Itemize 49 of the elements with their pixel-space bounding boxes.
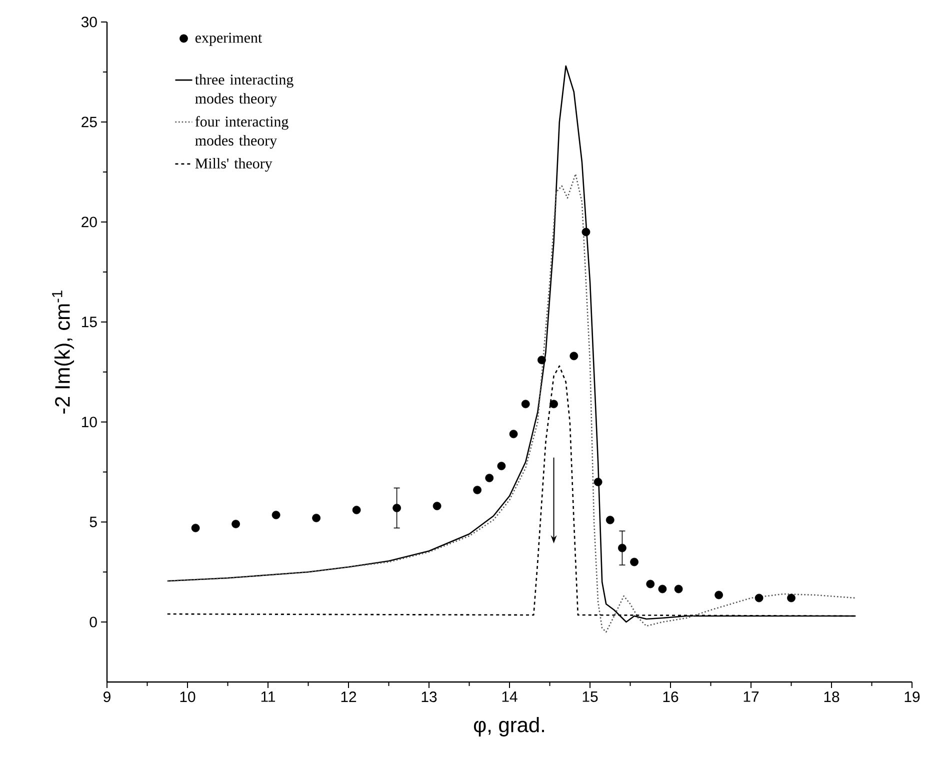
- point: [272, 510, 280, 520]
- point: [191, 524, 200, 532]
- y-tick-label: 20: [82, 216, 97, 228]
- point: [674, 584, 683, 594]
- x-tick-label: 11: [261, 692, 276, 702]
- legend-label: Mills' theory: [195, 158, 272, 172]
- x-tick-label: 16: [663, 692, 678, 702]
- point: [432, 502, 442, 510]
- point: [521, 400, 530, 408]
- x-tick-label: 10: [180, 692, 196, 702]
- point: [312, 514, 321, 522]
- y-tick-label: 25: [82, 116, 97, 128]
- x-tick-label: 15: [582, 692, 598, 702]
- legend-label: four interacting modes theory: [195, 116, 288, 149]
- y-tick-label: 10: [82, 416, 97, 428]
- point: [787, 594, 796, 602]
- point: [570, 352, 578, 360]
- x-tick-label: 17: [744, 692, 759, 702]
- point: [509, 430, 518, 438]
- point: [606, 516, 614, 524]
- x-tick-label: 19: [904, 692, 920, 702]
- point: [630, 558, 638, 566]
- y-tick-label: 0: [90, 616, 97, 628]
- point: [352, 506, 361, 514]
- x-tick-label: 12: [341, 692, 356, 702]
- y-tick-label: 30: [81, 16, 97, 28]
- x-axis-title: φ, grad.: [474, 716, 544, 736]
- point: [497, 462, 506, 470]
- y-tick-label: 15: [82, 316, 97, 328]
- point: [714, 590, 724, 600]
- point: [232, 520, 240, 528]
- legend-label: experiment: [195, 32, 262, 46]
- point: [485, 474, 494, 482]
- x-tick-label: 13: [422, 692, 437, 702]
- point: [550, 400, 558, 408]
- y-tick-label: 5: [90, 516, 97, 528]
- point: [646, 580, 655, 588]
- point: [392, 504, 402, 512]
- y-axis-title: -2 Im(k), cm$^{-1}$: [52, 290, 74, 414]
- point: [618, 544, 626, 552]
- point: [582, 228, 590, 236]
- x-tick-label: 18: [824, 692, 840, 702]
- point: [473, 486, 482, 494]
- point: [594, 478, 602, 486]
- point: [538, 356, 546, 364]
- x-tick-label: 14: [502, 692, 518, 702]
- point: [754, 594, 764, 602]
- x-tick-label: 9: [104, 692, 110, 702]
- point: [658, 584, 667, 594]
